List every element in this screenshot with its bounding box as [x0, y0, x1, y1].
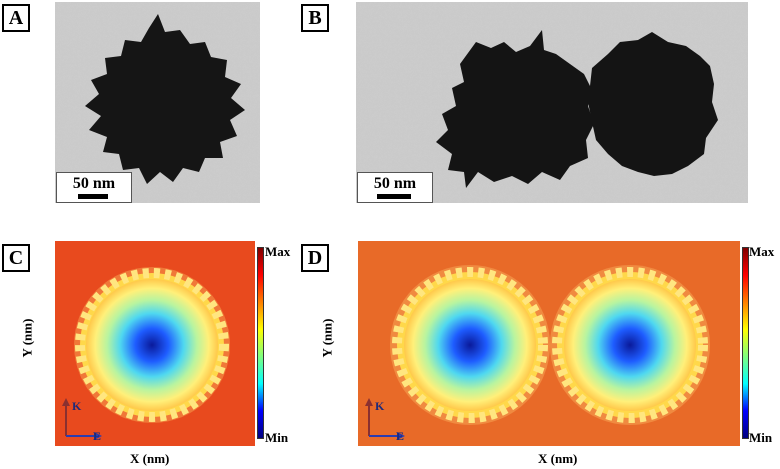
particle-a [55, 2, 260, 203]
colorbar-max-c: Max [265, 244, 291, 259]
panel-label-b: B [301, 4, 329, 32]
colorbar-d [742, 247, 749, 439]
e-vector-label-d: E [396, 429, 405, 443]
scale-bar-line [78, 194, 108, 199]
colorbar-max-d: Max [749, 244, 775, 259]
field-map-c: K E [55, 241, 255, 446]
particle-b [356, 2, 748, 203]
x-axis-label-d: X (nm) [538, 451, 578, 466]
colorbar-c [257, 247, 264, 439]
scale-bar-label: 50 nm [72, 175, 116, 192]
y-axis-label-c: Y (nm) [19, 318, 35, 358]
tem-image-a: 50 nm [55, 2, 260, 203]
colorbar-min-d: Min [749, 430, 773, 445]
panel-label-c: C [2, 244, 30, 272]
scale-bar-a: 50 nm [56, 172, 132, 203]
scale-bar-line [377, 194, 411, 199]
panel-label-d: D [301, 244, 329, 272]
x-axis-label-c: X (nm) [130, 451, 170, 466]
scale-bar-b: 50 nm [357, 172, 433, 203]
colorbar-min-c: Min [265, 430, 289, 445]
polarization-vectors-c [62, 398, 102, 440]
polarization-vectors-d [365, 398, 405, 440]
k-vector-label-c: K [72, 399, 82, 413]
field-map-d: K E [358, 241, 740, 446]
e-vector-label-c: E [93, 429, 102, 443]
k-vector-label-d: K [375, 399, 385, 413]
panel-label-a: A [2, 4, 30, 32]
tem-image-b: 50 nm [356, 2, 748, 203]
y-axis-label-d: Y (nm) [319, 318, 335, 358]
scale-bar-label: 50 nm [373, 175, 417, 192]
